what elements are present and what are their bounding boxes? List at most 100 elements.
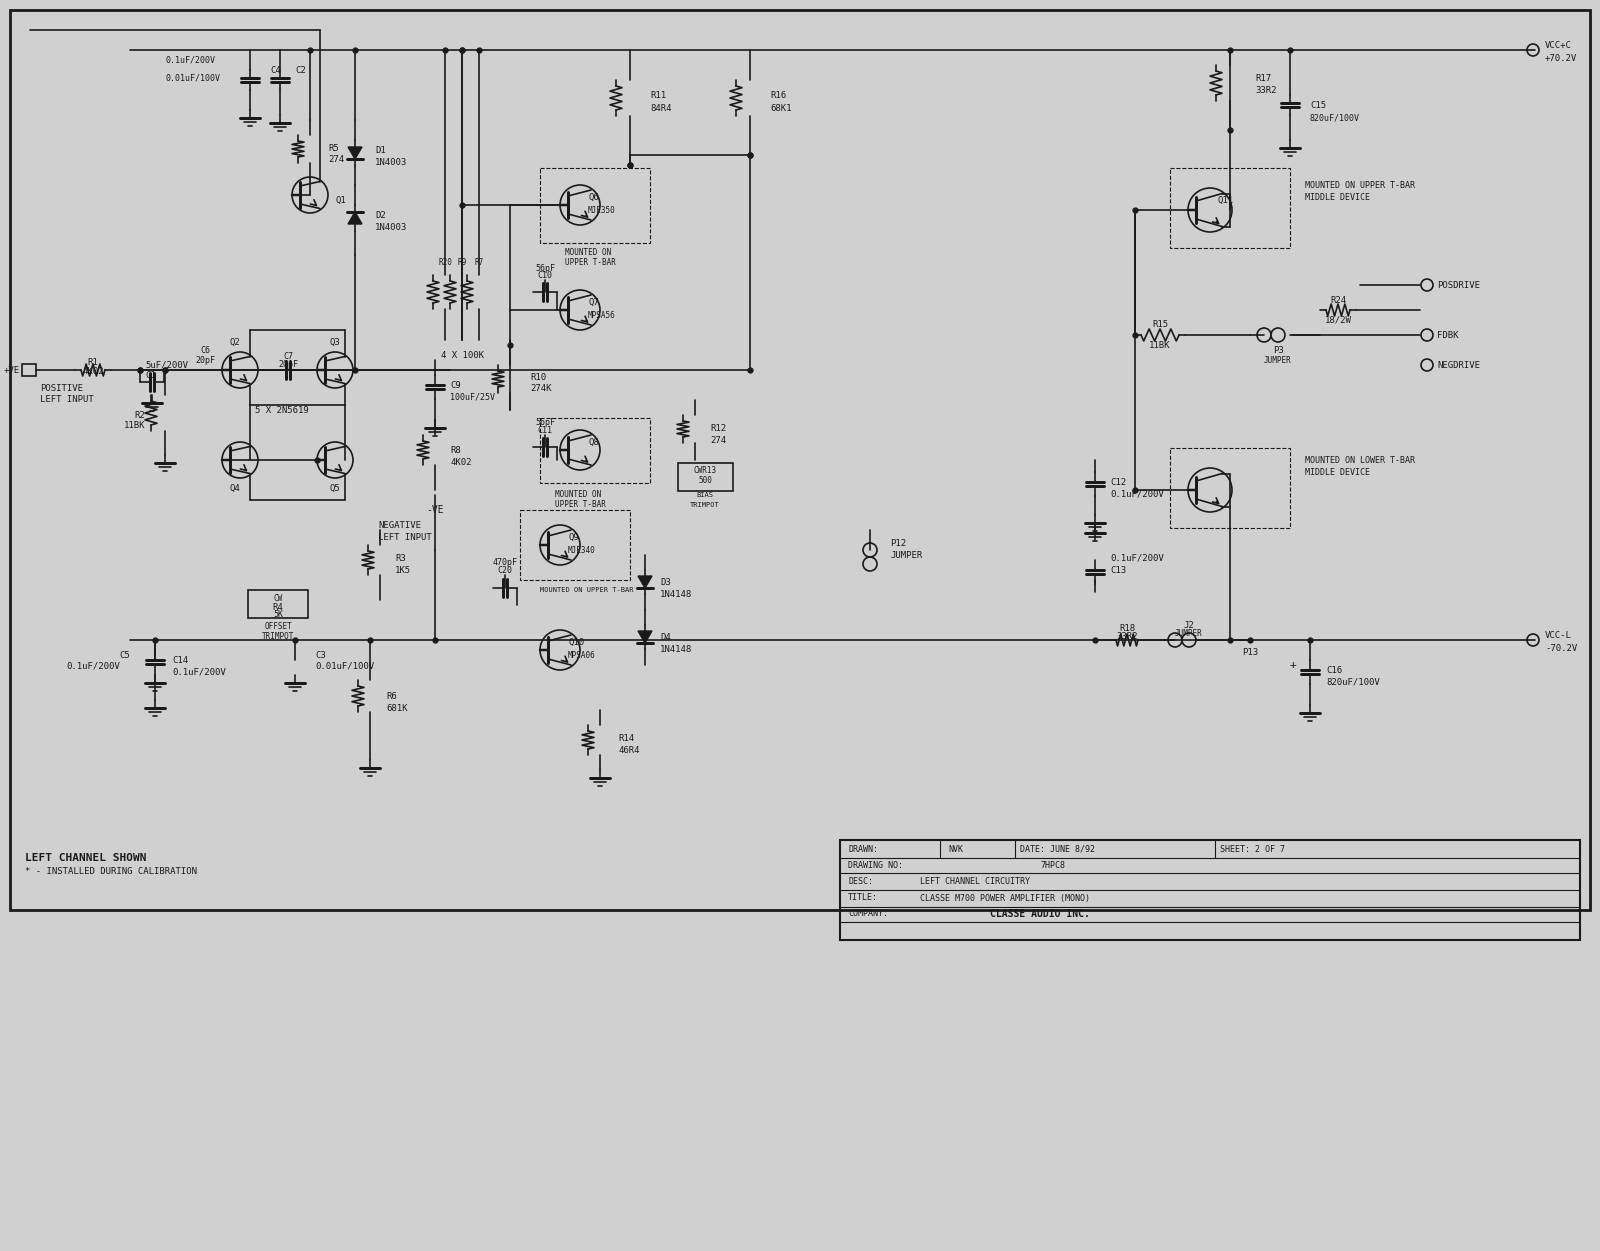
Bar <box>840 839 1581 940</box>
Text: Q7: Q7 <box>589 298 598 306</box>
Polygon shape <box>349 148 362 159</box>
Text: R3: R3 <box>395 553 406 563</box>
Text: C10: C10 <box>538 270 552 279</box>
Text: R7: R7 <box>474 258 483 266</box>
Text: MIDDLE DEVICE: MIDDLE DEVICE <box>1306 468 1370 477</box>
Text: R6: R6 <box>386 692 397 701</box>
Text: R16: R16 <box>770 90 786 100</box>
Text: 5uF/200V: 5uF/200V <box>146 360 189 369</box>
Text: R17: R17 <box>1254 74 1270 83</box>
Text: R20: R20 <box>438 258 451 266</box>
Text: C7: C7 <box>283 352 293 360</box>
Text: Q3: Q3 <box>330 338 341 347</box>
Text: C5: C5 <box>120 651 130 659</box>
Text: 1K5: 1K5 <box>395 565 411 574</box>
Bar <box>678 463 733 490</box>
Text: D3: D3 <box>661 578 670 587</box>
Text: OFFSET: OFFSET <box>264 622 291 631</box>
Text: 20pF: 20pF <box>278 359 298 369</box>
Text: JUMPER: JUMPER <box>890 550 922 559</box>
Text: MPSA56: MPSA56 <box>589 310 616 319</box>
Text: NEGDRIVE: NEGDRIVE <box>1437 360 1480 369</box>
Text: 0.1uF/200V: 0.1uF/200V <box>173 668 226 677</box>
Text: P3: P3 <box>1272 345 1283 354</box>
Text: 33R2: 33R2 <box>1117 632 1138 641</box>
Text: POSDRIVE: POSDRIVE <box>1437 280 1480 289</box>
Text: * - INSTALLED DURING CALIBRATION: * - INSTALLED DURING CALIBRATION <box>26 867 197 877</box>
Bar <box>520 510 630 580</box>
Text: JUMPER: JUMPER <box>1264 355 1291 364</box>
Text: -VE: -VE <box>426 505 443 515</box>
Text: 1N4148: 1N4148 <box>661 589 693 598</box>
Text: D1: D1 <box>374 145 386 155</box>
Bar <box>541 168 650 243</box>
Text: C2: C2 <box>294 65 306 75</box>
Text: 1N4003: 1N4003 <box>374 158 408 166</box>
Text: LEFT CHANNEL SHOWN: LEFT CHANNEL SHOWN <box>26 853 147 863</box>
Text: Q2: Q2 <box>230 338 240 347</box>
Text: CLASSE M700 POWER AMPLIFIER (MONO): CLASSE M700 POWER AMPLIFIER (MONO) <box>920 893 1090 902</box>
Bar <box>10 10 1590 909</box>
Text: P13: P13 <box>1242 648 1258 657</box>
Text: R11: R11 <box>650 90 666 100</box>
Text: C14: C14 <box>173 656 189 664</box>
Text: P12: P12 <box>890 538 906 548</box>
Text: Q6: Q6 <box>589 193 598 201</box>
Text: MIDDLE DEVICE: MIDDLE DEVICE <box>1306 193 1370 201</box>
Text: +VE: +VE <box>3 365 21 374</box>
Text: R15: R15 <box>1152 319 1168 329</box>
Text: 18/2W: 18/2W <box>1325 315 1352 324</box>
Text: SHEET: 2 OF 7: SHEET: 2 OF 7 <box>1221 844 1285 853</box>
Text: LEFT INPUT: LEFT INPUT <box>378 533 432 542</box>
Text: C1: C1 <box>146 370 155 379</box>
Text: R1: R1 <box>88 358 98 367</box>
Text: 1N4148: 1N4148 <box>661 644 693 653</box>
Text: CW: CW <box>274 593 283 603</box>
Text: MJE350: MJE350 <box>589 205 616 214</box>
Text: R18: R18 <box>1118 623 1134 633</box>
Text: UPPER T-BAR: UPPER T-BAR <box>555 499 606 508</box>
Text: C16: C16 <box>1326 666 1342 674</box>
Text: Q5: Q5 <box>330 483 341 493</box>
Text: 33R2: 33R2 <box>1254 85 1277 95</box>
Text: NEGATIVE: NEGATIVE <box>378 520 421 529</box>
Text: D4: D4 <box>661 633 670 642</box>
Text: C20: C20 <box>498 565 512 574</box>
Text: C4: C4 <box>270 65 280 75</box>
Text: LEFT INPUT: LEFT INPUT <box>40 394 94 404</box>
Text: MPSA06: MPSA06 <box>568 651 595 659</box>
Text: 274: 274 <box>710 435 726 444</box>
Bar <box>541 418 650 483</box>
Text: DRAWN:: DRAWN: <box>848 844 878 853</box>
Text: 46R4: 46R4 <box>618 746 640 754</box>
Text: COMPANY:: COMPANY: <box>848 909 888 918</box>
Text: CWR13: CWR13 <box>693 465 717 474</box>
Text: TITLE:: TITLE: <box>848 893 878 902</box>
Bar <box>1170 168 1290 248</box>
Text: 100uF/25V: 100uF/25V <box>450 393 494 402</box>
Text: C9: C9 <box>450 380 461 389</box>
Text: 0.1uF/200V: 0.1uF/200V <box>1110 489 1163 498</box>
Text: 5 X 2N5619: 5 X 2N5619 <box>254 405 309 414</box>
Text: 681K: 681K <box>386 703 408 713</box>
Text: NVK: NVK <box>949 844 963 853</box>
Text: 11BK: 11BK <box>1149 340 1171 349</box>
Text: J2: J2 <box>1184 620 1194 629</box>
Text: +: + <box>1290 661 1296 671</box>
Text: 1N4003: 1N4003 <box>374 223 408 231</box>
Text: 0.1uF/200V: 0.1uF/200V <box>66 662 120 671</box>
Text: TRIMPOT: TRIMPOT <box>262 632 294 641</box>
Text: DESC:: DESC: <box>848 877 874 886</box>
Text: DRAWING NO:: DRAWING NO: <box>848 861 902 869</box>
Text: R4: R4 <box>272 603 283 612</box>
Text: D2: D2 <box>374 210 386 219</box>
Text: 0.1uF/200V: 0.1uF/200V <box>165 55 214 65</box>
Text: 68K1: 68K1 <box>770 104 792 113</box>
Text: FDBK: FDBK <box>1437 330 1459 339</box>
Text: 20pF: 20pF <box>195 355 214 364</box>
Bar <box>248 590 309 618</box>
Text: BIAS: BIAS <box>696 492 714 498</box>
Text: MOUNTED ON UPPER T-BAR: MOUNTED ON UPPER T-BAR <box>541 587 634 593</box>
Text: 0.01uF/100V: 0.01uF/100V <box>315 662 374 671</box>
Text: CLASSE AUDIO INC.: CLASSE AUDIO INC. <box>990 909 1090 919</box>
